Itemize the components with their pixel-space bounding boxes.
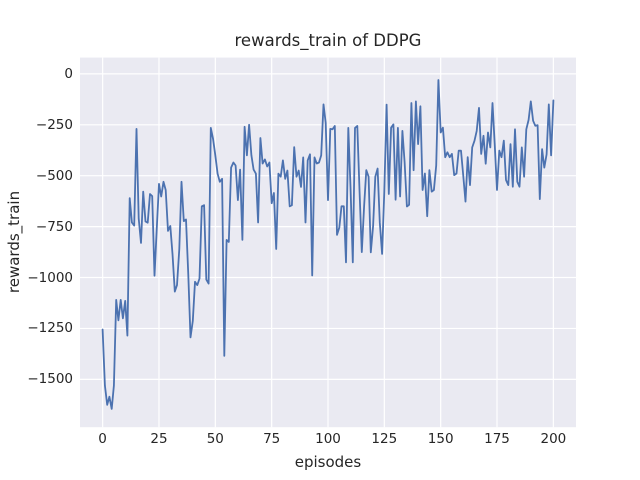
y-tick-label: −500 bbox=[35, 167, 73, 184]
chart-title: rewards_train of DDPG bbox=[234, 31, 422, 50]
x-tick-label: 200 bbox=[540, 431, 567, 447]
y-tick-label: −750 bbox=[35, 218, 73, 235]
y-tick-label: 0 bbox=[64, 65, 73, 82]
rewards-line bbox=[101, 79, 555, 410]
x-tick-label: 25 bbox=[150, 431, 168, 447]
x-axis-label: episodes bbox=[294, 453, 362, 471]
y-tick-label: −1500 bbox=[27, 371, 73, 388]
x-tick-label: 125 bbox=[371, 431, 398, 447]
y-tick-label: −1000 bbox=[27, 269, 73, 286]
y-tick-label: −250 bbox=[35, 116, 73, 133]
x-tick-label: 75 bbox=[263, 431, 281, 447]
x-tick-label: 50 bbox=[206, 431, 224, 447]
x-tick-label: 0 bbox=[98, 431, 107, 447]
x-tick-label: 175 bbox=[484, 431, 510, 447]
y-tick-label: −1250 bbox=[27, 320, 73, 337]
x-tick-label: 100 bbox=[315, 431, 341, 447]
x-tick-label: 150 bbox=[427, 431, 454, 447]
